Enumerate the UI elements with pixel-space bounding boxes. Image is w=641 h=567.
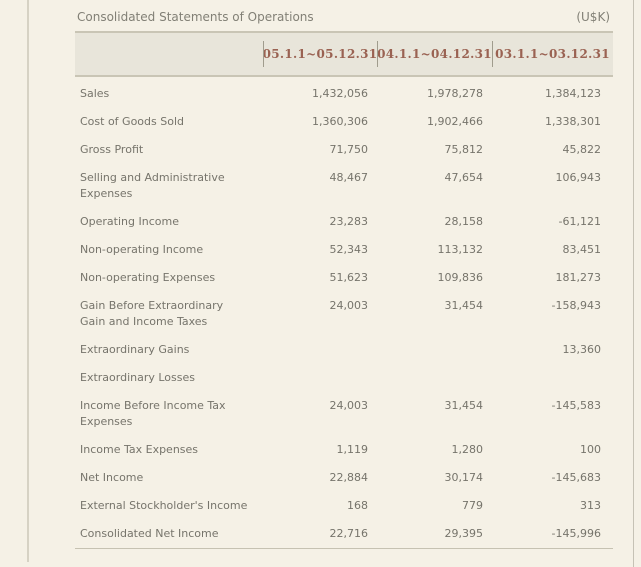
table-row: Extraordinary Gains 13,360 — [75, 336, 613, 364]
table-row: Income Before Income Tax Expenses 24,003 3… — [75, 392, 613, 436]
page-title: Consolidated Statements of Operations — [77, 10, 314, 24]
row-label: Income Before Income Tax Expenses — [80, 399, 226, 428]
column-header-period-1: 05.1.1~05.12.31 — [263, 33, 377, 75]
row-value: 23,283 — [329, 215, 369, 228]
row-label: External Stockholder's Income — [80, 499, 248, 512]
row-label: Extraordinary Gains — [80, 343, 190, 356]
unit-label: (U$K) — [576, 10, 610, 24]
row-value: 31,454 — [444, 299, 484, 312]
row-value: 100 — [580, 443, 601, 456]
statement-panel: Consolidated Statements of Operations (U… — [75, 0, 613, 549]
row-value: 22,884 — [329, 471, 369, 484]
table-row: Consolidated Net Income 22,716 29,395 -145,… — [75, 520, 613, 548]
row-value: 779 — [462, 499, 483, 512]
row-value: 29,395 — [444, 527, 484, 540]
row-value: 31,454 — [444, 399, 484, 412]
table-row: Gain Before Extraordinary Gain and Incom… — [75, 292, 613, 336]
table-row: Sales 1,432,056 1,978,278 1,384,123 — [75, 80, 613, 108]
row-label: Selling and Administrative Expenses — [80, 171, 225, 200]
header-label-spacer — [75, 33, 263, 75]
row-value: 1,119 — [336, 443, 369, 456]
table-body: Sales 1,432,056 1,978,278 1,384,123 Cost of … — [75, 77, 613, 549]
table-row: Non-operating Expenses 51,623 109,836 181,2… — [75, 264, 613, 292]
row-value: 71,750 — [329, 143, 369, 156]
row-value: 1,432,056 — [312, 87, 368, 100]
row-value: 24,003 — [329, 399, 369, 412]
column-header-period-2: 04.1.1~04.12.31 — [377, 33, 492, 75]
table-header-row: 05.1.1~05.12.31 04.1.1~04.12.31 03.1.1~03.… — [75, 31, 613, 77]
row-label: Non-operating Expenses — [80, 271, 216, 284]
row-value: -158,943 — [551, 299, 601, 312]
row-label: Income Tax Expenses — [80, 443, 199, 456]
row-value: 106,943 — [555, 171, 602, 184]
table-row: Cost of Goods Sold 1,360,306 1,902,466 1,33… — [75, 108, 613, 136]
row-value: 22,716 — [329, 527, 369, 540]
table-row: Extraordinary Losses — [75, 364, 613, 392]
row-label: Net Income — [80, 471, 144, 484]
row-label: Extraordinary Losses — [80, 371, 196, 384]
row-value: -145,583 — [551, 399, 601, 412]
row-value: 113,132 — [437, 243, 484, 256]
row-value: 51,623 — [329, 271, 369, 284]
row-value: 1,384,123 — [545, 87, 601, 100]
row-value: 1,280 — [451, 443, 484, 456]
row-value: 83,451 — [562, 243, 602, 256]
row-label: Cost of Goods Sold — [80, 115, 184, 128]
table-row: Non-operating Income 52,343 113,132 83,451 — [75, 236, 613, 264]
row-label: Gain Before Extraordinary Gain and Incom… — [80, 299, 224, 328]
table-row: Selling and Administrative Expenses 48,46… — [75, 164, 613, 208]
row-value: 109,836 — [437, 271, 484, 284]
row-value: -61,121 — [558, 215, 601, 228]
row-value: 75,812 — [444, 143, 484, 156]
row-label: Operating Income — [80, 215, 179, 228]
row-label: Consolidated Net Income — [80, 527, 219, 540]
row-value: -145,996 — [551, 527, 601, 540]
row-value: 1,978,278 — [427, 87, 483, 100]
row-value: 30,174 — [444, 471, 484, 484]
row-value: 52,343 — [329, 243, 369, 256]
titlebar: Consolidated Statements of Operations (U… — [75, 0, 613, 31]
table-row: External Stockholder's Income 168 779 313 — [75, 492, 613, 520]
row-value: -145,683 — [551, 471, 601, 484]
row-value: 181,273 — [555, 271, 602, 284]
table-row: Net Income 22,884 30,174 -145,683 — [75, 464, 613, 492]
right-frame-border — [633, 0, 634, 567]
row-label: Gross Profit — [80, 143, 144, 156]
column-header-period-3: 03.1.1~03.12.31 — [492, 33, 613, 75]
table-row: Operating Income 23,283 28,158 -61,121 — [75, 208, 613, 236]
row-value: 313 — [580, 499, 601, 512]
row-value: 13,360 — [562, 343, 602, 356]
row-value: 1,338,301 — [545, 115, 601, 128]
row-label: Sales — [80, 87, 110, 100]
left-frame-border — [27, 0, 29, 562]
row-value: 48,467 — [329, 171, 369, 184]
row-value: 47,654 — [444, 171, 484, 184]
row-value: 28,158 — [444, 215, 484, 228]
table-row: Gross Profit 71,750 75,812 45,822 — [75, 136, 613, 164]
row-value: 168 — [347, 499, 368, 512]
table-row: Income Tax Expenses 1,119 1,280 100 — [75, 436, 613, 464]
row-value: 1,360,306 — [312, 115, 368, 128]
row-label: Non-operating Income — [80, 243, 204, 256]
row-value: 24,003 — [329, 299, 369, 312]
row-value: 45,822 — [562, 143, 602, 156]
row-value: 1,902,466 — [427, 115, 483, 128]
